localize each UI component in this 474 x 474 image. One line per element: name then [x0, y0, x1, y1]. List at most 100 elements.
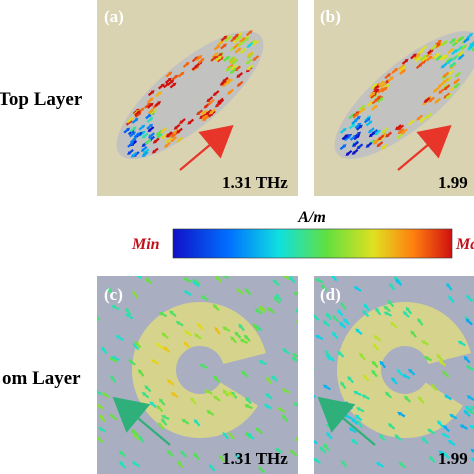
current-arrow-head — [442, 424, 448, 430]
current-arrow-head — [246, 53, 251, 58]
current-arrow-head — [169, 310, 174, 315]
current-arrow-head — [231, 60, 236, 65]
current-arrow-head — [223, 35, 228, 40]
current-arrow-head — [214, 326, 219, 332]
current-arrow-head — [222, 43, 228, 48]
current-arrow-head — [180, 450, 185, 455]
current-arrow-head — [441, 433, 446, 438]
current-arrow-head — [412, 53, 417, 58]
current-arrow-head — [338, 321, 344, 327]
current-arrow-head — [401, 374, 407, 379]
current-arrow-head — [252, 323, 257, 328]
current-arrow-head — [420, 340, 426, 345]
current-arrow-head — [428, 55, 433, 60]
current-arrow-head — [217, 55, 222, 60]
current-arrow-head — [273, 296, 279, 301]
current-arrow-head — [155, 131, 160, 136]
current-arrow-head — [161, 418, 166, 423]
current-arrow-head — [374, 98, 379, 103]
current-arrow-head — [383, 86, 388, 91]
current-arrow-head — [173, 125, 178, 130]
current-arrow-head — [162, 346, 168, 351]
current-arrow-head — [230, 56, 236, 61]
current-arrow-head — [176, 129, 181, 134]
current-arrow-head — [244, 431, 250, 437]
current-arrow-head — [423, 99, 428, 104]
current-arrow-head — [394, 434, 399, 439]
current-arrow-head — [137, 369, 143, 374]
current-arrow-head — [417, 317, 422, 323]
current-arrow-head — [331, 276, 335, 279]
current-arrow-head — [357, 122, 362, 127]
current-arrow-head — [132, 290, 137, 296]
current-arrow-head — [367, 115, 372, 120]
current-arrow-head — [336, 350, 342, 356]
current-arrow-head — [275, 293, 280, 299]
current-arrow-head — [97, 403, 101, 408]
current-arrow-head — [205, 111, 210, 116]
current-arrow-head — [408, 121, 413, 126]
current-arrow-head — [270, 375, 276, 380]
current-arrow-head — [196, 111, 201, 116]
current-arrow-head — [246, 54, 251, 59]
current-arrow-head — [381, 129, 386, 134]
current-arrow-head — [372, 343, 377, 348]
current-arrow-head — [374, 131, 379, 136]
current-arrow-head — [443, 40, 448, 45]
current-arrow-head — [289, 449, 295, 455]
current-arrow-head — [457, 56, 462, 60]
current-arrow-head — [111, 356, 116, 361]
current-arrow-head — [447, 57, 452, 62]
current-arrow-head — [358, 124, 363, 129]
colorbar-unit: A/m — [297, 209, 326, 226]
current-arrow-head — [87, 417, 92, 421]
current-arrow-head — [401, 65, 406, 70]
current-arrow-head — [465, 365, 471, 370]
current-arrow-head — [202, 117, 207, 122]
current-arrow-head — [281, 388, 287, 393]
current-arrow-head — [127, 359, 133, 364]
current-arrow-head — [397, 130, 402, 135]
current-arrow-head — [160, 129, 165, 134]
current-arrow-head — [118, 450, 124, 455]
current-arrow-head — [440, 64, 445, 69]
current-arrow-head — [245, 68, 250, 73]
current-arrow-head — [254, 308, 260, 313]
current-arrow-head — [470, 405, 474, 410]
current-arrow-head — [141, 391, 147, 397]
current-arrow-head — [350, 438, 356, 443]
current-arrow-head — [470, 448, 474, 453]
current-arrow-head — [170, 79, 175, 84]
current-arrow — [91, 463, 96, 468]
current-arrow-head — [436, 52, 441, 57]
current-arrow-head — [235, 288, 241, 293]
current-arrow-head — [347, 375, 352, 381]
current-arrow-head — [267, 307, 272, 312]
current-arrow-head — [138, 434, 143, 440]
colorbar-min: Min — [131, 236, 160, 253]
current-arrow-head — [150, 107, 155, 112]
current-arrow-head — [295, 436, 298, 442]
current-arrow-head — [401, 64, 406, 69]
current-arrow-head — [160, 414, 166, 419]
current-arrow-head — [371, 91, 376, 96]
current-arrow-head — [115, 335, 121, 340]
current-arrow-head — [293, 291, 298, 296]
current-arrow-head — [132, 342, 138, 348]
current-arrow-head — [238, 35, 243, 39]
current-arrow-head — [394, 67, 399, 72]
current-arrow-head — [212, 395, 218, 400]
current-arrow-head — [170, 134, 175, 139]
current-arrow — [301, 384, 307, 388]
current-arrow-head — [218, 454, 223, 460]
current-arrow-head — [373, 104, 378, 109]
current-arrow-head — [342, 144, 347, 148]
current-arrow-head — [350, 417, 356, 423]
current-arrow-head — [416, 116, 421, 121]
current-arrow-head — [380, 145, 385, 150]
current-arrow-head — [193, 418, 199, 424]
current-arrow-head — [447, 71, 452, 76]
current-arrow-head — [388, 282, 394, 288]
